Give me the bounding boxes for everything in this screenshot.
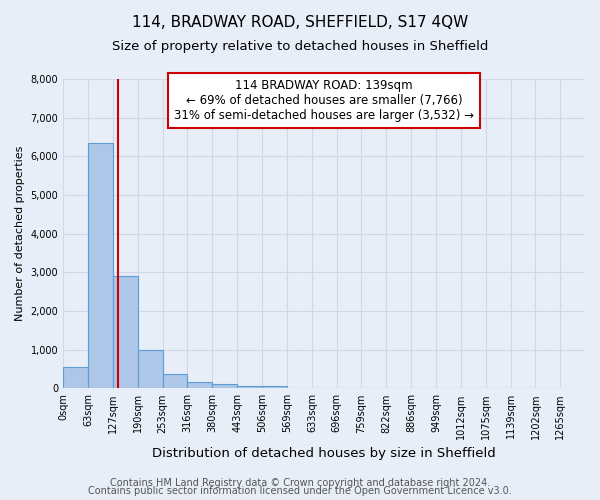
Bar bbox=[187, 382, 212, 388]
Text: 114, BRADWAY ROAD, SHEFFIELD, S17 4QW: 114, BRADWAY ROAD, SHEFFIELD, S17 4QW bbox=[132, 15, 468, 30]
Bar bbox=[88, 143, 113, 388]
Y-axis label: Number of detached properties: Number of detached properties bbox=[15, 146, 25, 322]
Bar bbox=[63, 366, 88, 388]
Bar bbox=[113, 276, 138, 388]
Text: Contains HM Land Registry data © Crown copyright and database right 2024.: Contains HM Land Registry data © Crown c… bbox=[110, 478, 490, 488]
Text: Size of property relative to detached houses in Sheffield: Size of property relative to detached ho… bbox=[112, 40, 488, 53]
Text: 114 BRADWAY ROAD: 139sqm
← 69% of detached houses are smaller (7,766)
31% of sem: 114 BRADWAY ROAD: 139sqm ← 69% of detach… bbox=[174, 79, 474, 122]
Bar bbox=[138, 350, 163, 389]
Bar bbox=[262, 386, 287, 388]
X-axis label: Distribution of detached houses by size in Sheffield: Distribution of detached houses by size … bbox=[152, 447, 496, 460]
Text: Contains public sector information licensed under the Open Government Licence v3: Contains public sector information licen… bbox=[88, 486, 512, 496]
Bar bbox=[212, 384, 237, 388]
Bar bbox=[237, 386, 262, 388]
Bar bbox=[163, 374, 187, 388]
